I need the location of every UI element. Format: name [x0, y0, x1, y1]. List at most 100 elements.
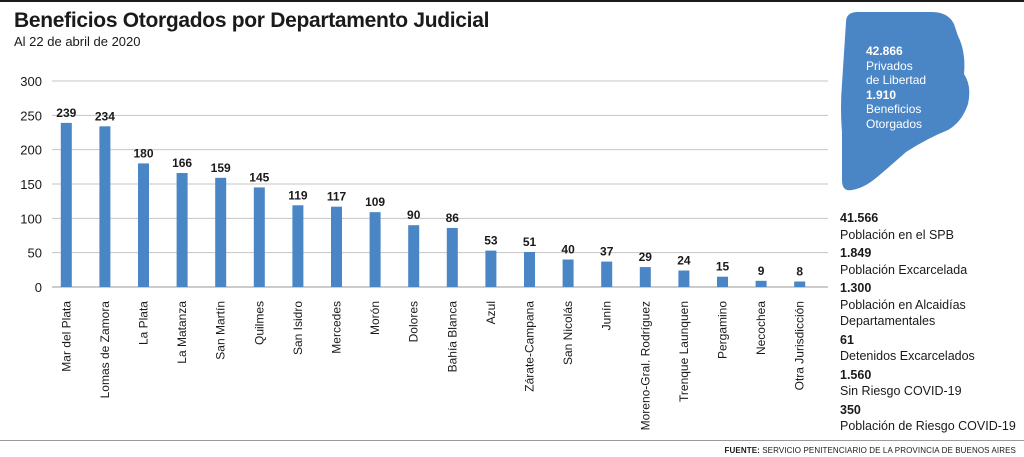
stat-value: 350	[840, 402, 861, 417]
badge-value-beneficios: 1.910	[866, 87, 897, 102]
data-label: 109	[365, 195, 385, 209]
top-rule	[0, 0, 1024, 2]
data-label: 234	[95, 109, 115, 123]
data-label: 40	[561, 243, 575, 257]
data-label: 86	[446, 211, 460, 225]
x-tick-label: La Plata	[137, 301, 151, 345]
y-tick-label: 150	[20, 177, 42, 192]
bar	[369, 212, 381, 287]
x-tick-label: Zárate-Campana	[523, 301, 537, 392]
bar	[639, 267, 651, 287]
stat-item: 41.566 Población en el SPB	[840, 210, 1022, 243]
data-label: 145	[249, 170, 269, 184]
bar	[524, 251, 535, 287]
data-label: 117	[327, 190, 347, 204]
data-label: 15	[716, 260, 730, 274]
bar	[485, 250, 497, 287]
data-label: 239	[56, 106, 76, 120]
bar	[601, 261, 613, 287]
bar	[331, 206, 342, 287]
data-label: 9	[758, 264, 765, 278]
bar	[60, 122, 72, 288]
bar	[138, 163, 149, 287]
data-label: 166	[172, 156, 192, 170]
x-tick-label: San Isidro	[291, 301, 305, 355]
x-tick-label: Trenque Launquen	[677, 301, 691, 402]
bar-chart: 0 50 100 150 200 250 300 239 Mar del Plata 234 Lom…	[20, 74, 828, 430]
bar	[176, 173, 188, 287]
y-tick-label: 0	[35, 280, 42, 295]
stat-item: 1.300 Población en Alcaidías Departamenta…	[840, 280, 1022, 330]
data-label: 8	[796, 265, 803, 279]
bar	[253, 187, 265, 287]
source-note: FUENTE: SERVICIO PENITENCIARIO DE LA PRO…	[725, 446, 1016, 455]
footer-rule	[0, 440, 1024, 441]
y-tick-label: 200	[20, 143, 42, 158]
data-label: 24	[677, 254, 691, 268]
badge-label-privados-a: Privados	[866, 58, 913, 73]
stat-item: 1.560 Sin Riesgo COVID-19	[840, 367, 1022, 400]
source-label: FUENTE:	[724, 446, 760, 455]
y-tick-label: 100	[20, 211, 42, 226]
data-label: 90	[407, 208, 421, 222]
stat-label: Población Excarcelada	[840, 262, 968, 277]
x-tick-label: Morón	[368, 301, 382, 335]
bar	[678, 270, 690, 287]
badge-label-beneficios-b: Otorgados	[866, 116, 923, 131]
stats-panel: 41.566 Población en el SPB 1.849 Población…	[840, 210, 1022, 437]
bar	[292, 205, 304, 287]
x-tick-label: Junín	[600, 301, 614, 330]
bar	[755, 280, 767, 287]
source-text: SERVICIO PENITENCIARIO DE LA PROVINCIA D…	[762, 446, 1016, 455]
stat-item: 350 Población de Riesgo COVID-19	[840, 402, 1022, 435]
x-tick-label: Mar del Plata	[59, 301, 73, 372]
data-label: 51	[523, 235, 537, 249]
data-label: 29	[639, 250, 653, 264]
x-tick-label: Dolores	[407, 301, 421, 342]
bar	[446, 227, 458, 287]
bar	[562, 259, 574, 287]
stat-label: Población en Alcaidías Departamentales	[840, 297, 966, 329]
x-tick-label: Pergamino	[716, 301, 730, 359]
y-tick-label: 300	[20, 74, 42, 89]
bar	[99, 126, 111, 287]
stat-item: 61 Detenidos Excarcelados	[840, 332, 1022, 365]
data-label: 180	[133, 146, 153, 160]
province-shape-icon	[841, 12, 970, 191]
stat-item: 1.849 Población Excarcelada	[840, 245, 1022, 278]
x-tick-label: San Nicolás	[561, 301, 575, 365]
x-tick-label: Moreno-Gral. Rodríguez	[638, 301, 652, 430]
bar	[408, 225, 420, 287]
stat-label: Detenidos Excarcelados	[840, 349, 975, 363]
bar	[215, 177, 227, 287]
data-label: 37	[600, 245, 614, 259]
bar	[717, 276, 728, 287]
badge-label-privados-b: de Libertad	[866, 73, 927, 87]
x-tick-label: La Matanza	[175, 301, 189, 364]
y-tick-label: 50	[28, 246, 42, 261]
stat-value: 1.849	[840, 246, 872, 260]
x-tick-label: Lomas de Zamora	[98, 301, 112, 399]
badge-label-beneficios-a: Beneficios	[866, 102, 922, 116]
stat-label: Población en el SPB	[840, 227, 954, 242]
chart-title: Beneficios Otorgados por Departamento Ju…	[14, 9, 490, 32]
y-tick-label: 250	[20, 108, 42, 123]
stat-label: Sin Riesgo COVID-19	[840, 384, 962, 398]
stat-value: 41.566	[840, 211, 879, 225]
bar	[794, 281, 806, 287]
stat-label: Población de Riesgo COVID-19	[840, 419, 1016, 433]
x-tick-label: Necochea	[754, 301, 768, 355]
stat-value: 1.560	[840, 367, 872, 382]
stat-value: 1.300	[840, 281, 872, 295]
x-tick-label: Bahía Blanca	[445, 301, 459, 373]
data-label: 159	[211, 161, 231, 175]
province-map-badge	[841, 12, 970, 191]
badge-value-privados: 42.866	[866, 44, 903, 58]
stat-value: 61	[840, 332, 854, 347]
x-tick-label: Azul	[484, 301, 498, 324]
data-label: 119	[288, 188, 308, 202]
x-tick-label: Quilmes	[252, 301, 266, 345]
data-label: 53	[484, 234, 498, 248]
badge-text: 42.866 Privados de Libertad 1.910 Benefi…	[866, 44, 976, 131]
x-tick-label: San Martín	[214, 301, 228, 360]
